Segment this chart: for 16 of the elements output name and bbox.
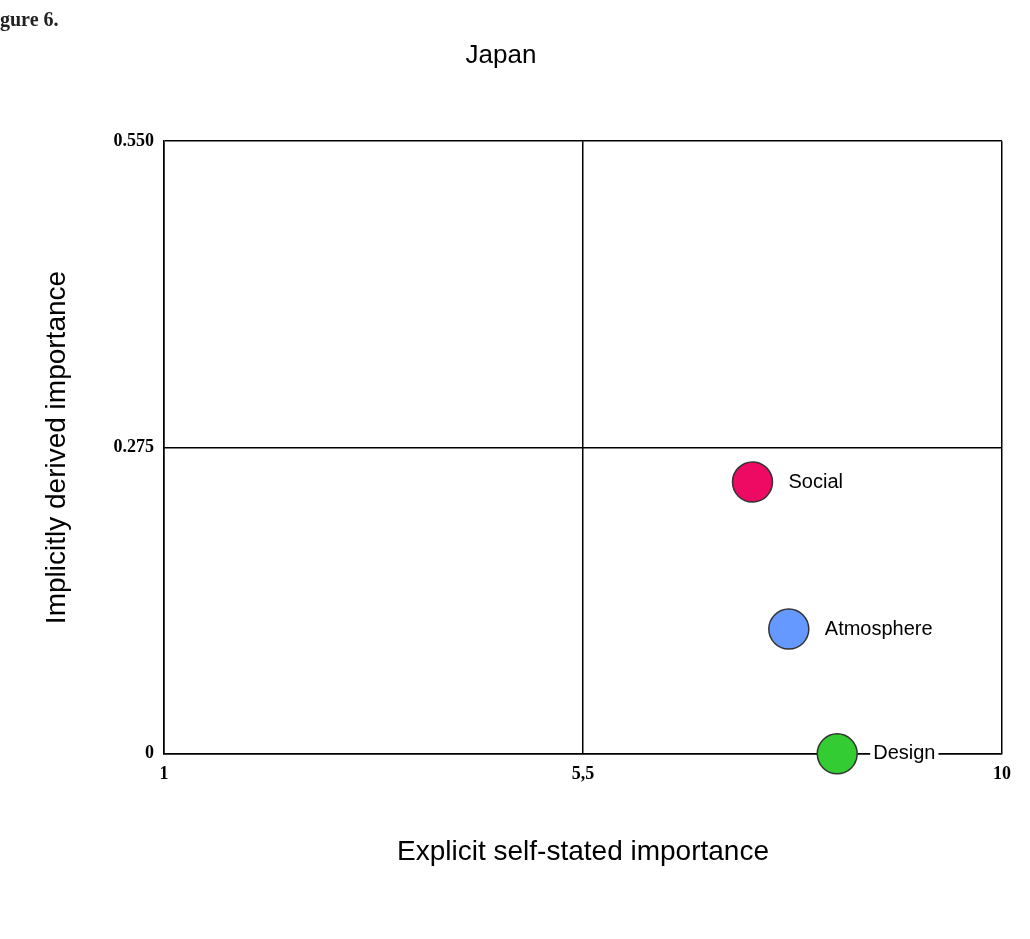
series-label: Atmosphere [824, 616, 933, 639]
y-tick-label: 0.550 [113, 129, 155, 150]
y-tick-label: 0 [145, 742, 155, 763]
x-tick-label: 5,5 [571, 763, 595, 784]
y-axis-title: Implicitly derived importance [39, 270, 71, 625]
chart-title: Japan [465, 38, 537, 69]
y-tick-label: 0.275 [113, 436, 155, 457]
point [768, 608, 810, 650]
x-tick-label: 1 [159, 763, 169, 784]
text: gure 6. [0, 8, 59, 31]
point [816, 733, 858, 775]
series-label: Design [873, 741, 936, 764]
x-tick-label: 10 [993, 763, 1011, 784]
point [731, 461, 774, 503]
series-label: Social [788, 469, 843, 492]
x-axis-title: Explicit self-stated importance [397, 834, 770, 866]
